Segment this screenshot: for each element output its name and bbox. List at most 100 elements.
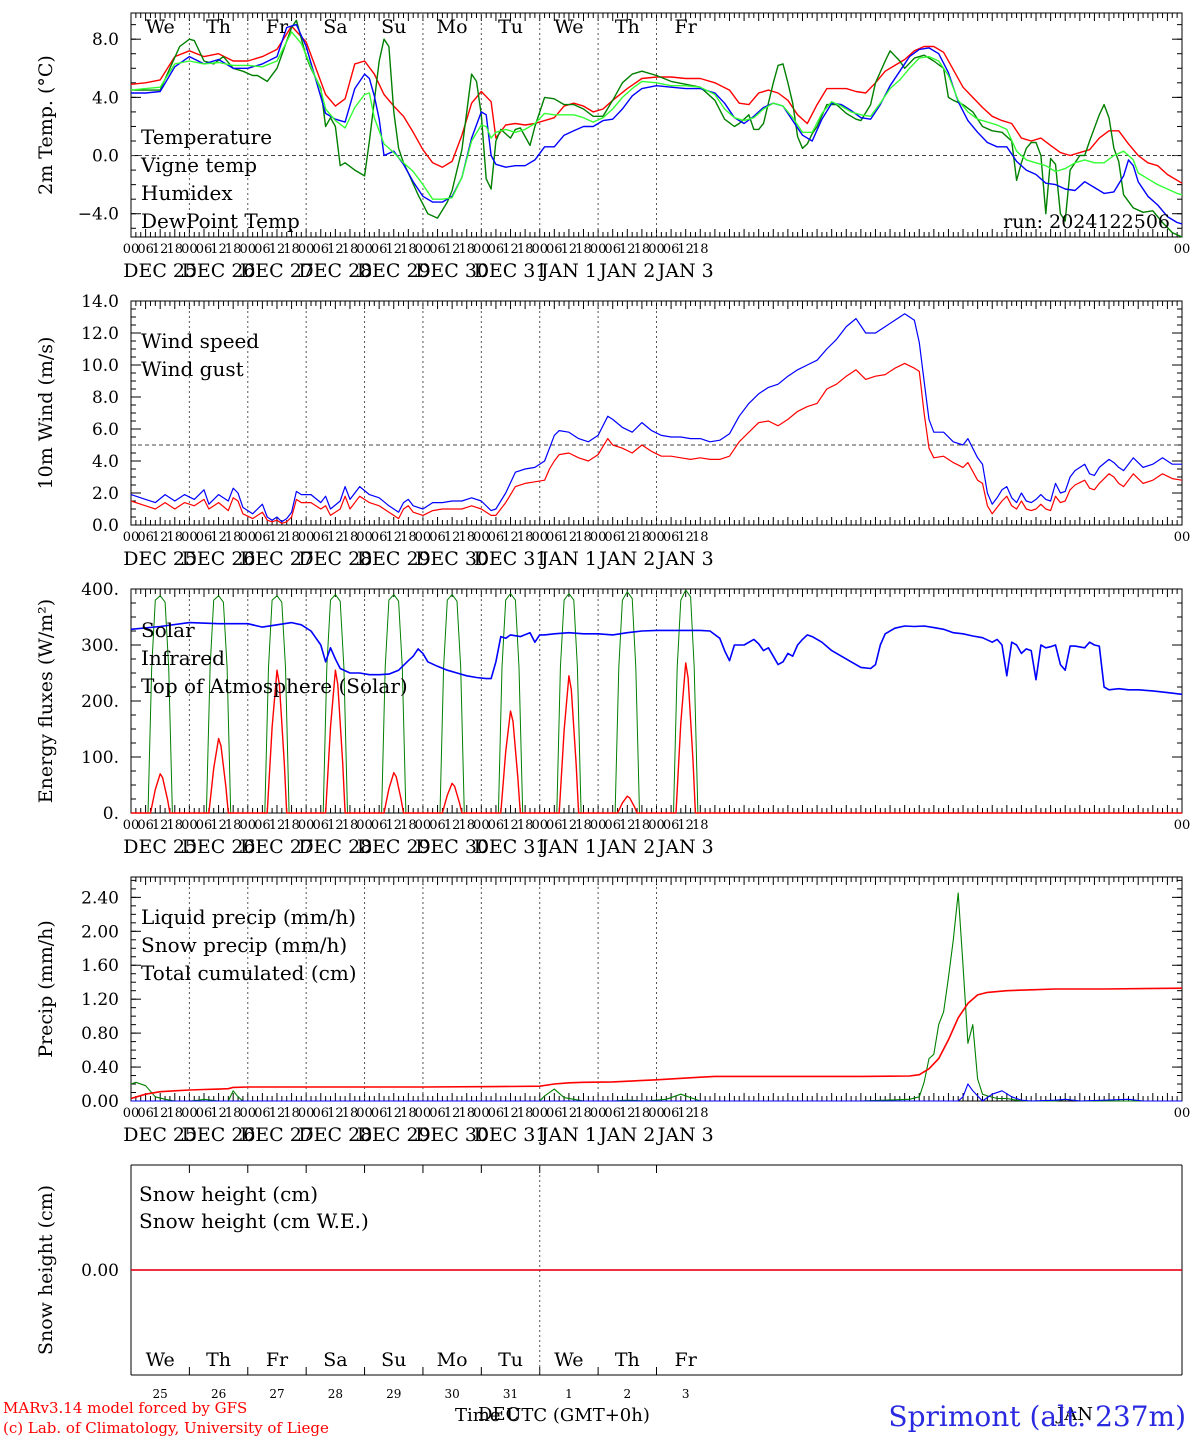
hour-label: 06	[663, 818, 680, 833]
hour-label: 18	[517, 530, 534, 545]
hour-label: 00	[240, 530, 257, 545]
hour-label: 12	[444, 530, 461, 545]
legend-entry: Liquid precip (mm/h)	[141, 905, 356, 929]
month-label-jan: JAN	[1057, 1404, 1093, 1425]
hour-label: 18	[575, 530, 592, 545]
day-number: 31	[503, 1387, 518, 1401]
hour-label: 00	[1174, 242, 1191, 257]
y-tick-label: 4.0	[92, 452, 119, 472]
day-label: DEC 30	[415, 548, 489, 570]
day-label: JAN 2	[597, 1124, 655, 1146]
hour-label: 18	[400, 242, 417, 257]
weekday-label: Su	[381, 1349, 406, 1371]
hour-label: 18	[575, 242, 592, 257]
legend-entry: Snow precip (mm/h)	[141, 933, 347, 957]
hour-label: 00	[240, 242, 257, 257]
hour-label: 18	[342, 530, 359, 545]
hour-label: 06	[312, 242, 329, 257]
hour-label: 00	[590, 1106, 607, 1121]
y-tick-label: 1.20	[81, 990, 119, 1010]
hour-label: 06	[663, 1106, 680, 1121]
hour-label: 00	[531, 818, 548, 833]
y-tick-label: 6.0	[92, 420, 119, 440]
weekday-label: Th	[615, 16, 640, 38]
x-axis-title: Time UTC (GMT+0h)	[455, 1405, 650, 1426]
day-label: DEC 26	[182, 548, 256, 570]
hour-label: 06	[137, 1106, 154, 1121]
weekday-label: Th	[206, 1349, 231, 1371]
hour-label: 12	[619, 242, 636, 257]
y-tick-label: 8.0	[92, 30, 119, 50]
hour-label: 18	[517, 1106, 534, 1121]
day-label: DEC 27	[240, 1124, 314, 1146]
hour-label: 06	[604, 1106, 621, 1121]
hour-label: 06	[196, 530, 213, 545]
hour-label: 00	[648, 818, 665, 833]
day-label: DEC 31	[474, 548, 548, 570]
hour-label: 06	[196, 1106, 213, 1121]
day-label: DEC 26	[182, 1124, 256, 1146]
weekday-label: We	[146, 16, 175, 38]
hour-label: 06	[254, 242, 271, 257]
hour-label: 00	[590, 242, 607, 257]
hour-label: 18	[692, 1106, 709, 1121]
hour-label: 06	[137, 242, 154, 257]
hour-label: 06	[371, 242, 388, 257]
weekday-label: We	[554, 16, 583, 38]
hour-label: 12	[502, 1106, 519, 1121]
y-tick-label: 4.0	[92, 88, 119, 108]
hour-label: 00	[415, 818, 432, 833]
hour-label: 00	[415, 530, 432, 545]
hour-label: 00	[648, 1106, 665, 1121]
hour-label: 18	[634, 1106, 651, 1121]
hour-label: 12	[444, 242, 461, 257]
hour-label: 18	[517, 818, 534, 833]
weekday-label: Fr	[266, 16, 289, 38]
day-number: 28	[328, 1387, 343, 1401]
hour-label: 18	[167, 530, 184, 545]
y-axis-label: 10m Wind (m/s)	[35, 337, 57, 490]
day-label: DEC 31	[474, 836, 548, 858]
hour-label: 18	[634, 530, 651, 545]
hour-label: 12	[561, 242, 578, 257]
y-tick-label: 12.0	[81, 324, 119, 344]
y-tick-label: 400.	[81, 580, 119, 600]
series-total	[130, 987, 1183, 1100]
hour-label: 18	[458, 1106, 475, 1121]
hour-label: 00	[1174, 818, 1191, 833]
hour-label: 00	[590, 818, 607, 833]
hour-label: 06	[137, 818, 154, 833]
hour-label: 00	[298, 1106, 315, 1121]
hour-label: 06	[604, 530, 621, 545]
series-wind-gust	[130, 313, 1182, 523]
hour-label: 06	[371, 530, 388, 545]
day-label: DEC 29	[357, 260, 431, 282]
day-label: JAN 3	[656, 548, 714, 570]
legend-entry: Top of Atmosphere (Solar)	[141, 674, 408, 698]
hour-label: 18	[167, 1106, 184, 1121]
hour-label: 00	[415, 242, 432, 257]
y-tick-label: 0.40	[81, 1058, 119, 1078]
y-axis-label: Snow height (cm)	[35, 1185, 57, 1355]
hour-label: 18	[575, 818, 592, 833]
hour-label: 06	[429, 1106, 446, 1121]
day-label: DEC 28	[298, 836, 372, 858]
day-number: 2	[623, 1387, 631, 1401]
day-label: JAN 1	[539, 548, 597, 570]
hour-label: 12	[677, 242, 694, 257]
day-number: 3	[682, 1387, 690, 1401]
hour-label: 12	[619, 1106, 636, 1121]
hour-label: 12	[152, 242, 169, 257]
weekday-label: Tu	[498, 1349, 523, 1371]
y-tick-label: 0.00	[81, 1092, 119, 1112]
day-label: DEC 28	[298, 260, 372, 282]
series-solar	[131, 662, 1182, 814]
legend-entry: Vigne temp	[140, 153, 257, 177]
hour-label: 00	[1174, 530, 1191, 545]
hour-label: 06	[488, 530, 505, 545]
day-label: DEC 26	[182, 836, 256, 858]
hour-label: 18	[342, 818, 359, 833]
hour-label: 00	[473, 1106, 490, 1121]
